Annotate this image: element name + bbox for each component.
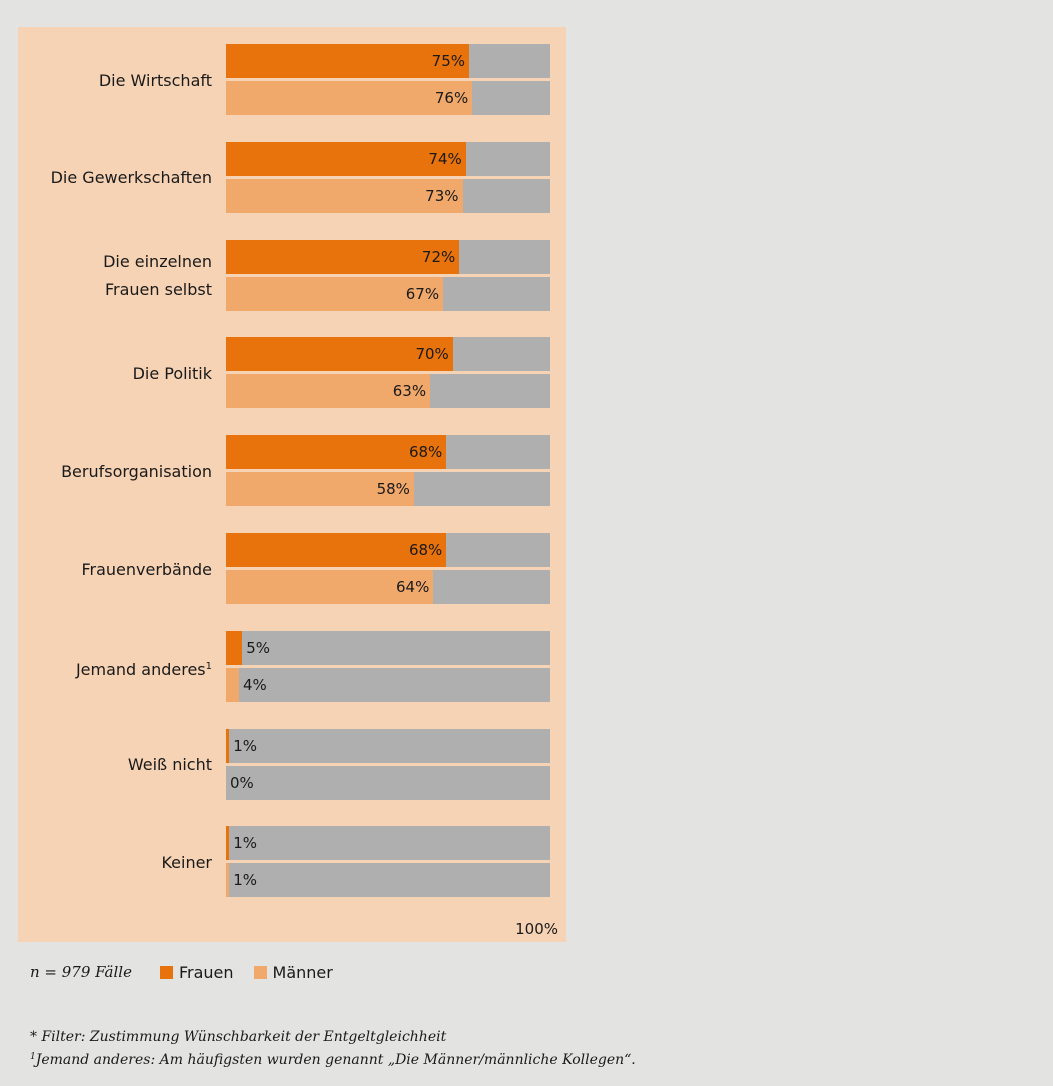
category-label-frauenverbaende: Frauenverbände — [81, 559, 212, 579]
data-label: 68% — [408, 443, 443, 462]
bar-maenner-keiner — [226, 863, 230, 898]
bar-frauen-die-wirtschaft — [226, 44, 469, 78]
bar-frauen-jemand-anderes — [226, 630, 243, 665]
bar-track: 70% — [226, 337, 550, 372]
footnote-note-text: Jemand anderes: Am häufigsten wurden gen… — [35, 1052, 636, 1068]
data-label: 73% — [425, 186, 459, 205]
bar-track: 5% — [226, 630, 550, 665]
data-label: 74% — [428, 149, 462, 168]
bar-track: 68% — [226, 533, 550, 567]
footnote-marker: 1 — [30, 1052, 36, 1062]
bar-maenner-die-wirtschaft — [226, 81, 473, 115]
category-label-berufsorganisation: Berufsorganisation — [61, 461, 212, 481]
category-label-jemand-anderes: Jemand anderes1 — [75, 660, 212, 680]
bar-track: 76% — [226, 81, 550, 115]
legend-label-maenner: Männer — [272, 962, 333, 982]
bar-track: 58% — [226, 472, 550, 507]
bar-track: 75% — [226, 44, 550, 78]
footnote-note: 1Jemand anderes: Am häufigsten wurden ge… — [30, 1052, 636, 1068]
bar-track: 63% — [226, 374, 550, 409]
data-label: 76% — [434, 89, 469, 107]
bar-frauen-frauenverbaende — [226, 533, 447, 567]
category-label-keiner: Keiner — [161, 852, 212, 872]
footnote-filter: * Filter: Zustimmung Wünschbarkeit der E… — [30, 1029, 447, 1045]
category-label-die-gewerkschaften: Die Gewerkschaften — [50, 168, 212, 188]
bar-track: 0% — [226, 765, 550, 800]
bar-frauen-berufsorganisation — [226, 435, 447, 470]
bar-maenner-die-einzelnen-frauen-selbst — [226, 276, 444, 311]
data-label: 0% — [230, 773, 254, 792]
bar-track: 1% — [226, 728, 550, 763]
bar-maenner-jemand-anderes — [226, 667, 239, 702]
legend-label-frauen: Frauen — [178, 962, 234, 982]
bar-track: 1% — [226, 826, 550, 861]
bar-track: 72% — [226, 239, 550, 274]
scale-max-label: 100% — [515, 920, 558, 938]
data-label: 67% — [405, 284, 440, 303]
category-label-die-wirtschaft: Die Wirtschaft — [98, 70, 212, 90]
data-label: 4% — [242, 675, 267, 694]
bar-track: 67% — [226, 276, 550, 311]
legend-item-maenner: Männer — [253, 962, 333, 982]
category-label-weiss-nicht: Weiß nicht — [127, 755, 212, 775]
bar-frauen-die-einzelnen-frauen-selbst — [226, 239, 460, 274]
chart-panel: Die Wirtschaft 75% 76% Die Gewerkschaften 74… — [18, 27, 566, 942]
bar-track: 64% — [226, 570, 550, 604]
data-label: 75% — [431, 52, 465, 70]
bar-maenner-die-politik — [226, 374, 431, 409]
data-label: 64% — [396, 578, 430, 596]
data-label: 1% — [233, 834, 258, 853]
bar-track: 4% — [226, 667, 550, 702]
data-label: 70% — [415, 345, 449, 364]
bar-track: 1% — [226, 863, 550, 898]
bar-track: 68% — [226, 435, 550, 470]
bar-maenner-die-gewerkschaften — [226, 178, 463, 213]
bar-track: 74% — [226, 141, 550, 176]
data-label: 5% — [246, 638, 270, 657]
data-label: 63% — [392, 382, 427, 401]
legend-swatch-maenner — [253, 965, 267, 979]
bar-frauen-weiss-nicht — [226, 728, 230, 763]
data-label: 68% — [408, 541, 443, 559]
category-label-die-einzelnen-frauen-selbst: Die einzelnen Frauen selbst — [103, 252, 212, 300]
bar-frauen-die-gewerkschaften — [226, 141, 466, 176]
bar-maenner-berufsorganisation — [226, 472, 414, 507]
category-label-die-politik: Die Politik — [132, 363, 212, 383]
data-label: 58% — [376, 480, 410, 499]
legend-swatch-frauen — [159, 965, 173, 979]
legend: n = 979 Fälle Frauen Männer — [30, 960, 353, 984]
data-label: 1% — [233, 871, 258, 890]
bar-frauen-die-politik — [226, 337, 453, 372]
bar-track: 73% — [226, 178, 550, 213]
sample-size-note: n = 979 Fälle — [30, 963, 132, 981]
bar-frauen-keiner — [226, 826, 230, 861]
data-label: 1% — [233, 736, 258, 755]
bar-maenner-frauenverbaende — [226, 570, 434, 604]
data-label: 72% — [421, 247, 456, 266]
legend-item-frauen: Frauen — [159, 962, 234, 982]
